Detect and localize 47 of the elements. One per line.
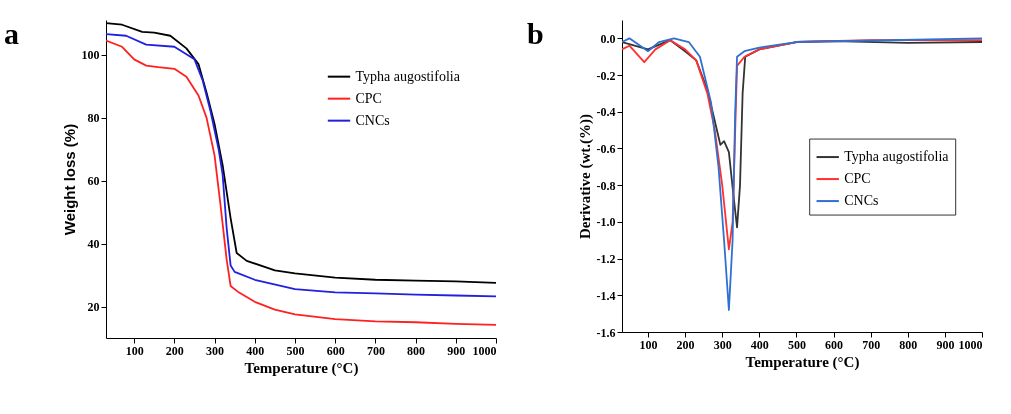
x-tick-label: 200 [165, 343, 184, 358]
y-tick-label: 100 [81, 48, 100, 63]
x-tick-label: 300 [206, 343, 225, 358]
x-tick-label: 100 [639, 337, 658, 352]
y-axis-title: Weight loss (%) [60, 123, 78, 236]
x-tick-label: 500 [787, 337, 806, 352]
x-tick-label: 900 [936, 337, 955, 352]
x-tick-label: 100 [125, 343, 144, 358]
x-tick-label: 800 [407, 343, 426, 358]
legend-label: CNCs [355, 112, 390, 128]
legend-label: Typha augostifolia [355, 68, 461, 84]
x-tick-label: 400 [750, 337, 769, 352]
y-tick-label: 0.0 [600, 31, 616, 46]
legend-label: Typha augostifolia [844, 149, 950, 165]
x-tick-label: 400 [246, 343, 265, 358]
x-tick-label: 1000 [472, 343, 497, 358]
y-tick-label: -1.4 [596, 288, 616, 303]
y-tick-label: -0.4 [596, 105, 616, 120]
y-tick-label: 60 [87, 174, 100, 189]
line-series [622, 37, 982, 311]
y-tick-label: -0.6 [596, 141, 616, 156]
x-tick-label: 300 [713, 337, 732, 352]
x-tick-label: 700 [366, 343, 385, 358]
legend-label: CPC [355, 90, 382, 106]
x-tick-label: 500 [286, 343, 305, 358]
x-tick-label: 900 [447, 343, 466, 358]
x-axis-title: Temperature (°C) [745, 353, 860, 371]
x-tick-label: 200 [676, 337, 695, 352]
x-axis-title: Temperature (°C) [244, 359, 359, 377]
y-tick-label: -1.2 [596, 252, 616, 267]
legend-label: CNCs [844, 193, 879, 209]
text: b [527, 17, 544, 50]
y-tick-label: 40 [87, 237, 100, 252]
y-tick-label: -0.2 [596, 68, 616, 83]
legend-label: CPC [844, 171, 871, 187]
y-tick-label: 20 [87, 300, 100, 315]
x-tick-label: 1000 [958, 337, 983, 352]
x-tick-label: 600 [326, 343, 345, 358]
y-tick-label: -0.8 [596, 178, 616, 193]
y-tick-label: -1.0 [596, 215, 616, 230]
y-tick-label: 80 [87, 111, 100, 126]
x-tick-label: 700 [862, 337, 881, 352]
x-tick-label: 600 [825, 337, 844, 352]
text: a [4, 17, 19, 50]
x-tick-label: 800 [899, 337, 918, 352]
y-axis-title: Derivative (wt.(%)) [576, 114, 594, 239]
y-tick-label: -1.6 [596, 325, 616, 340]
